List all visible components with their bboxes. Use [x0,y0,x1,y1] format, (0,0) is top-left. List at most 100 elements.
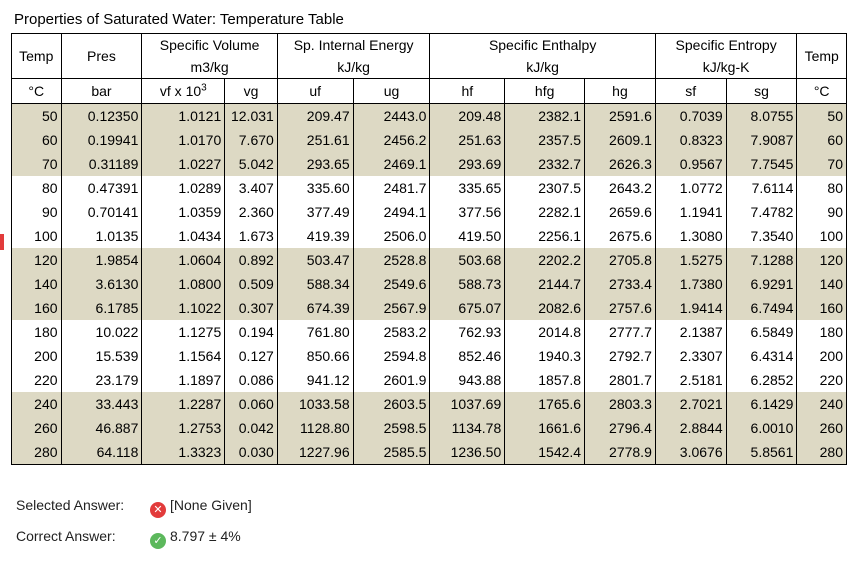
cell-hfg: 2202.2 [504,248,586,272]
sg-header: sg [725,78,798,104]
correct-answer-value: 8.797 ± 4% [170,528,241,544]
selected-answer-value: [None Given] [170,497,252,513]
cell-sf: 1.1941 [654,200,727,224]
correct-answer-label: Correct Answer: [16,528,116,544]
cell-sf: 1.9414 [654,296,727,320]
cell-ug: 2594.8 [352,344,431,368]
cell-hfg: 2282.1 [504,200,586,224]
cell-hg: 2591.6 [584,103,656,128]
internal-energy-header: Sp. Internal Energy [276,33,431,56]
cell-hfg: 2357.5 [504,128,586,152]
cell-hf: 588.73 [429,272,506,296]
cell-vf: 1.0604 [141,248,226,272]
cell-sf: 1.3080 [654,224,727,248]
cell-hg: 2778.9 [584,440,656,465]
cell-temp: 100 [11,224,62,248]
cell-hfg: 1661.6 [504,416,586,440]
hg-header: hg [584,78,656,104]
table-row: 160 6.1785 1.1022 0.307 674.39 2567.9 675.07 20… [11,296,847,320]
cell-ug: 2456.2 [352,128,431,152]
cell-pres: 1.9854 [60,248,143,272]
cell-sg: 6.2852 [725,368,798,392]
cell-vf: 1.1275 [141,320,226,344]
uf-header: uf [276,78,354,104]
vf-header: vf x 103 [141,78,226,104]
cell-temp-right: 160 [796,296,847,320]
cell-hf: 293.69 [429,152,506,176]
cell-vg: 1.673 [224,224,278,248]
cell-vf: 1.0170 [141,128,226,152]
cell-pres: 46.887 [60,416,143,440]
cell-temp-right: 200 [796,344,847,368]
correct-answer: Correct Answer: ✓ 8.797 ± 4% [16,528,241,549]
cell-temp: 80 [11,176,62,200]
cell-ug: 2469.1 [352,152,431,176]
cell-hfg: 1940.3 [504,344,586,368]
cell-uf: 377.49 [276,200,354,224]
cell-vf: 1.1564 [141,344,226,368]
cell-hg: 2659.6 [584,200,656,224]
cell-vf: 1.3323 [141,440,226,465]
cell-hf: 335.65 [429,176,506,200]
cell-pres: 0.12350 [60,103,143,128]
cell-sg: 7.6114 [725,176,798,200]
vg-header: vg [224,78,278,104]
cell-hfg: 2382.1 [504,103,586,128]
table-row: 180 10.022 1.1275 0.194 761.80 2583.2 762.93 20… [11,320,847,344]
cell-uf: 1033.58 [276,392,354,416]
cell-vf: 1.2753 [141,416,226,440]
cell-pres: 64.118 [60,440,143,465]
cell-temp: 260 [11,416,62,440]
cell-sf: 3.0676 [654,440,727,465]
cell-ug: 2598.5 [352,416,431,440]
cell-uf: 1227.96 [276,440,354,465]
cell-ug: 2481.7 [352,176,431,200]
table-row: 240 33.443 1.2287 0.060 1033.58 2603.5 1037.69… [11,392,847,416]
cell-hf: 1037.69 [429,392,506,416]
cell-hg: 2675.6 [584,224,656,248]
temp-right-unit: °C [796,78,847,104]
cell-vg: 0.509 [224,272,278,296]
cell-temp: 180 [11,320,62,344]
table-row: 120 1.9854 1.0604 0.892 503.47 2528.8 503.68 22… [11,248,847,272]
cell-hfg: 1542.4 [504,440,586,465]
pres-unit: bar [60,78,143,104]
cell-vg: 12.031 [224,103,278,128]
cell-vf: 1.0359 [141,200,226,224]
cell-uf: 941.12 [276,368,354,392]
cell-ug: 2528.8 [352,248,431,272]
ug-header: ug [352,78,431,104]
cell-vg: 3.407 [224,176,278,200]
cell-hf: 419.50 [429,224,506,248]
cell-pres: 6.1785 [60,296,143,320]
specific-volume-header: Specific Volume [141,33,278,56]
cell-hf: 1134.78 [429,416,506,440]
table-row: 260 46.887 1.2753 0.042 1128.80 2598.5 1134.78… [11,416,847,440]
cell-hg: 2705.8 [584,248,656,272]
table-row: 50 0.12350 1.0121 12.031 209.47 2443.0 209.48 2… [11,103,847,128]
pres-header: Pres [60,33,143,79]
cell-temp-right: 180 [796,320,847,344]
cell-vf: 1.0289 [141,176,226,200]
cell-hg: 2643.2 [584,176,656,200]
table-row: 200 15.539 1.1564 0.127 850.66 2594.8 852.46 19… [11,344,847,368]
cell-sf: 1.5275 [654,248,727,272]
cell-temp: 90 [11,200,62,224]
cell-vg: 0.194 [224,320,278,344]
cell-vf: 1.0121 [141,103,226,128]
cell-hfg: 2082.6 [504,296,586,320]
cell-temp: 140 [11,272,62,296]
cell-hf: 943.88 [429,368,506,392]
cell-sf: 2.1387 [654,320,727,344]
page-title: Properties of Saturated Water: Temperatu… [14,11,344,28]
cell-vf: 1.0800 [141,272,226,296]
cell-temp-right: 90 [796,200,847,224]
cell-uf: 503.47 [276,248,354,272]
cell-sg: 7.1288 [725,248,798,272]
cell-temp-right: 100 [796,224,847,248]
cell-ug: 2583.2 [352,320,431,344]
cell-pres: 0.31189 [60,152,143,176]
cell-temp-right: 120 [796,248,847,272]
cell-temp: 160 [11,296,62,320]
cell-vf: 1.1897 [141,368,226,392]
